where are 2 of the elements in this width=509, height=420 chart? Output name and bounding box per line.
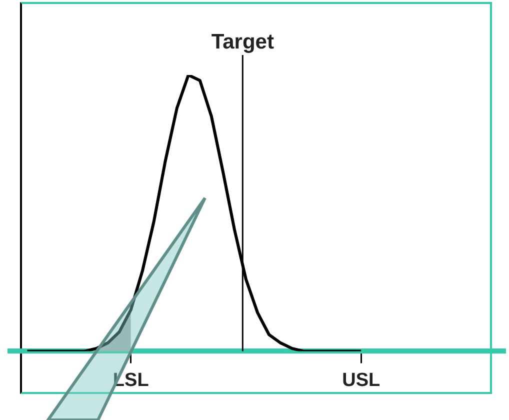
text: Target [211, 30, 274, 54]
x-tick-label: USL [342, 370, 380, 391]
